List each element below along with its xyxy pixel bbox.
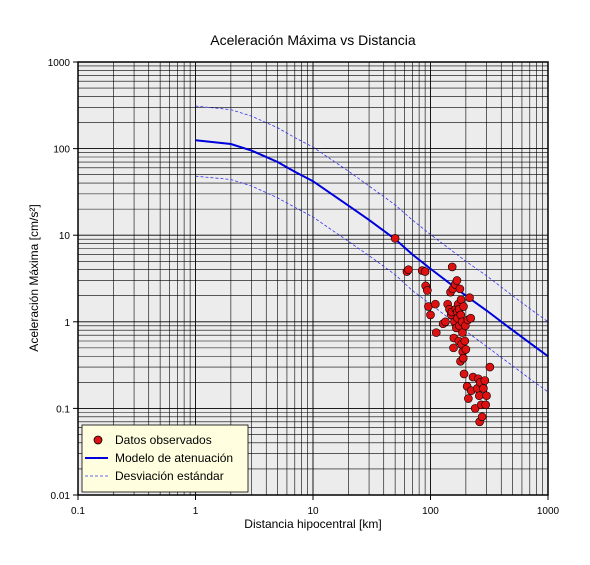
- legend-model-label: Modelo de atenuación: [115, 451, 233, 465]
- x-tick-label: 10: [307, 506, 319, 517]
- observed-point: [460, 336, 470, 346]
- observed-point: [404, 265, 413, 274]
- observed-point: [458, 353, 468, 363]
- x-tick-label: 1: [193, 506, 199, 517]
- observed-point: [481, 400, 491, 410]
- y-tick-label: 0.1: [56, 404, 70, 415]
- observed-point: [431, 328, 441, 337]
- legend: Datos observados Modelo de atenuación De…: [81, 424, 249, 493]
- legend-observed-marker: [93, 435, 103, 445]
- observed-point: [464, 394, 473, 403]
- observed-point: [449, 343, 458, 353]
- legend-deviation-label: Desviación estándar: [115, 469, 224, 483]
- observed-point: [479, 384, 488, 393]
- observed-point: [390, 234, 400, 243]
- y-tick-label: 10: [59, 231, 71, 242]
- observed-point: [466, 313, 476, 323]
- observed-point: [482, 391, 491, 401]
- observed-point: [465, 293, 474, 302]
- observed-point: [459, 302, 468, 311]
- chart-title: Aceleración Máxima vs Distancia: [210, 32, 416, 48]
- observed-point: [461, 345, 471, 354]
- legend-observed-label: Datos observados: [115, 433, 212, 447]
- x-axis-label: Distancia hipocentral [km]: [244, 517, 381, 531]
- observed-point: [441, 317, 450, 327]
- legend-box: [81, 424, 249, 493]
- deviation-upper-line: [195, 105, 549, 323]
- observed-point: [474, 391, 484, 401]
- y-tick-label: 0.01: [51, 491, 71, 502]
- model-line: [195, 139, 549, 358]
- observed-point: [459, 369, 469, 379]
- observed-point: [477, 412, 487, 422]
- observed-point: [423, 286, 432, 295]
- observed-point: [455, 284, 465, 294]
- observed-point: [452, 276, 462, 285]
- x-tick-label: 0.1: [71, 506, 85, 517]
- observed-point: [431, 299, 440, 309]
- y-tick-label: 100: [53, 145, 70, 156]
- y-tick-label: 1000: [48, 58, 71, 69]
- observed-point: [426, 310, 435, 320]
- observed-point: [480, 376, 490, 385]
- observed-point: [485, 362, 495, 372]
- x-tick-label: 1000: [537, 506, 560, 517]
- x-tick-label: 100: [422, 506, 439, 517]
- plot-frame: [77, 61, 549, 496]
- observed-point: [447, 262, 457, 272]
- y-axis-label: Aceleración Máxima [cm/s²]: [27, 204, 41, 351]
- deviation-lower-line: [195, 175, 549, 393]
- y-tick-label: 1: [64, 318, 70, 329]
- observed-point: [420, 267, 430, 276]
